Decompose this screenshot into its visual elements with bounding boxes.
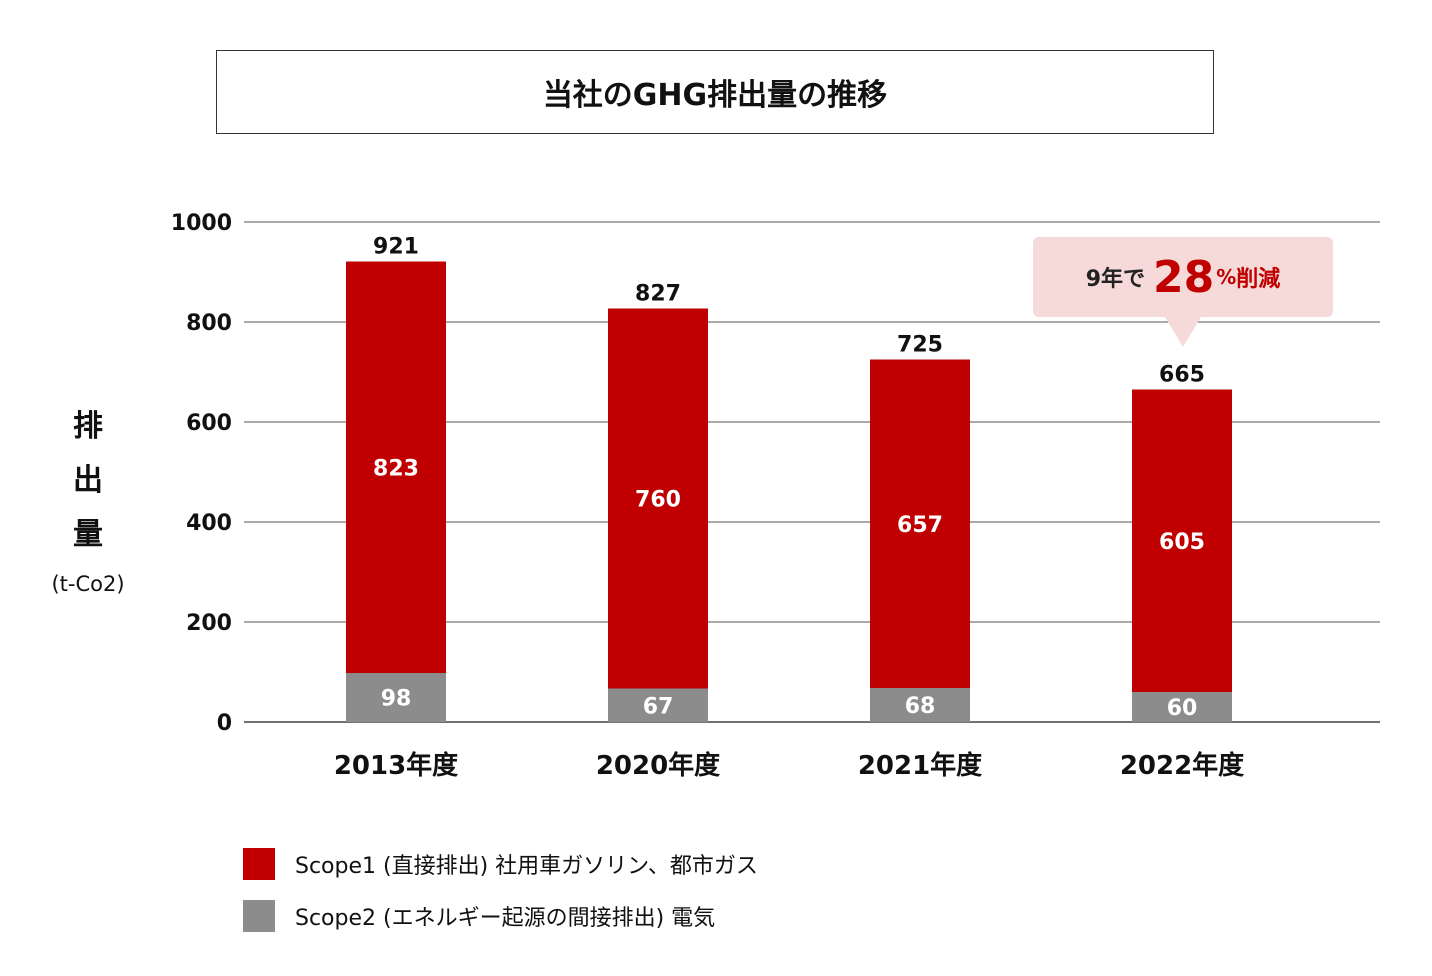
total-label: 921 [373, 235, 419, 260]
bar-scope2 [870, 688, 970, 722]
x-tick-label: 2021年度 [858, 750, 982, 781]
data-label-scope1: 605 [1159, 530, 1205, 555]
y-tick-label: 400 [186, 511, 232, 536]
data-label-scope1: 760 [635, 488, 681, 513]
legend-label-scope1: Scope1 (直接排出) 社用車ガソリン、都市ガス [295, 854, 758, 879]
y-tick-label: 0 [217, 711, 232, 736]
y-axis-unit: (t-Co2) [51, 572, 125, 596]
callout-prefix: 9年で [1085, 267, 1145, 292]
total-label: 827 [635, 282, 681, 307]
chart-title: 当社のGHG排出量の推移 [542, 78, 888, 113]
x-tick-label: 2013年度 [334, 750, 458, 781]
legend: Scope1 (直接排出) 社用車ガソリン、都市ガス Scope2 (エネルギー… [243, 838, 758, 942]
legend-item-scope1: Scope1 (直接排出) 社用車ガソリン、都市ガス [243, 838, 758, 890]
reduction-callout: 9年で 28 % 削減 [1033, 237, 1333, 347]
bar-scope2 [1132, 692, 1232, 722]
data-label-scope1: 823 [373, 456, 419, 481]
y-tick-label: 200 [186, 611, 232, 636]
data-label-scope2: 67 [643, 694, 674, 719]
callout-suffix: 削減 [1236, 267, 1281, 292]
data-label-scope2: 60 [1167, 696, 1198, 721]
total-label: 725 [897, 333, 943, 358]
y-tick-label: 1000 [171, 211, 232, 236]
y-axis-label: 排 出 量 (t-Co2) [50, 400, 126, 596]
legend-item-scope2: Scope2 (エネルギー起源の間接排出) 電気 [243, 890, 758, 942]
data-label-scope1: 657 [897, 513, 943, 538]
bar-scope1 [1132, 389, 1232, 692]
bar-scope2 [608, 688, 708, 722]
callout-percent: % [1216, 265, 1237, 289]
y-axis-label-char: 排 [73, 409, 103, 444]
y-tick-label: 800 [186, 311, 232, 336]
bar-scope1 [346, 261, 446, 673]
legend-label-scope2: Scope2 (エネルギー起源の間接排出) 電気 [295, 906, 716, 931]
x-tick-label: 2022年度 [1120, 750, 1244, 781]
y-axis-label-char: 量 [73, 517, 103, 552]
total-label: 665 [1159, 363, 1205, 388]
y-axis-label-chars: 排 出 量 [50, 400, 126, 562]
chart-title-box: 当社のGHG排出量の推移 [216, 50, 1214, 134]
data-label-scope2: 68 [905, 694, 936, 719]
legend-swatch-scope1 [243, 848, 275, 880]
bar-scope1 [608, 308, 708, 689]
legend-swatch-scope2 [243, 900, 275, 932]
bar-scope2 [346, 673, 446, 722]
callout-number: 28 [1153, 251, 1215, 303]
y-axis-label-char: 出 [73, 463, 103, 498]
y-tick-label: 600 [186, 411, 232, 436]
bar-scope1 [870, 359, 970, 688]
x-tick-label: 2020年度 [596, 750, 720, 781]
data-label-scope2: 98 [381, 687, 412, 712]
